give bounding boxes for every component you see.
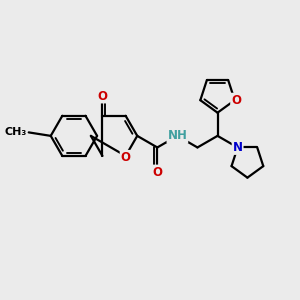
Text: O: O	[121, 151, 130, 164]
Text: O: O	[152, 166, 162, 178]
Text: N: N	[232, 141, 243, 154]
Text: CH₃: CH₃	[4, 128, 26, 137]
Text: NH: NH	[167, 129, 187, 142]
Text: O: O	[98, 89, 107, 103]
Text: O: O	[231, 94, 241, 107]
